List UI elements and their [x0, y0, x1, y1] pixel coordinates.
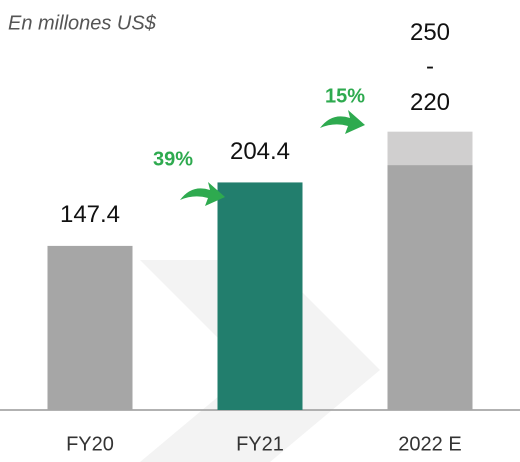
growth-label: 39% — [153, 148, 193, 170]
x-tick-label: FY20 — [66, 433, 114, 455]
bar — [217, 182, 303, 410]
x-tick-label: 2022 E — [398, 433, 461, 455]
value-label: 147.4 — [60, 201, 120, 228]
range-bar — [387, 131, 473, 166]
growth-arrow — [180, 182, 225, 206]
x-tick-label: FY21 — [236, 433, 284, 455]
growth-arrow — [320, 110, 365, 134]
bar — [387, 165, 473, 410]
value-label: 250 — [410, 19, 450, 46]
value-label: 220 — [410, 89, 450, 116]
chart-subtitle: En millones US$ — [8, 12, 157, 34]
range-separator: - — [426, 53, 434, 80]
bar — [47, 245, 133, 410]
value-label: 204.4 — [230, 138, 290, 165]
growth-label: 15% — [325, 85, 365, 107]
